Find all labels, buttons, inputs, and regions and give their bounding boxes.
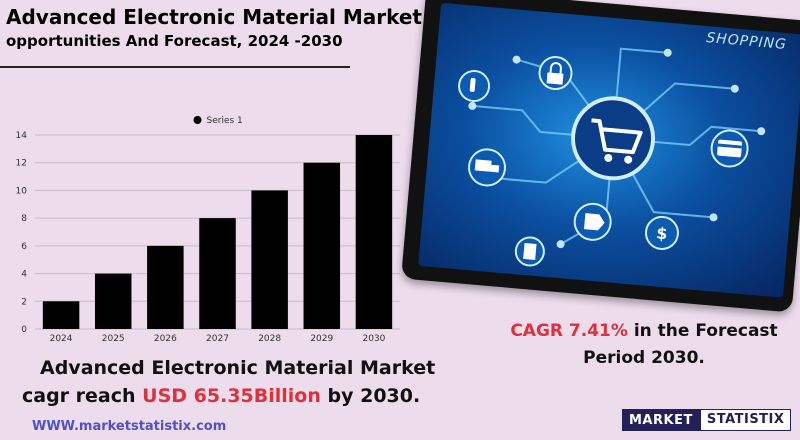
bar-chart: 0 2 4 6 8 10 12 14 2024 2025 2026 2027 2028 2029 2030 S…	[16, 116, 400, 344]
bar	[355, 135, 393, 329]
x-tick-label: 2027	[206, 334, 229, 344]
logo-part1: MARKET	[622, 409, 700, 431]
y-tick-label: 4	[21, 270, 27, 280]
calculator-icon	[514, 236, 545, 267]
dollar-icon: $	[644, 215, 679, 250]
circuit-graphic: $	[458, 47, 766, 267]
summary-prefix: cagr reach	[22, 385, 136, 407]
price-tag-icon	[573, 202, 612, 241]
tablet-screen: SHOPPING	[418, 2, 800, 298]
website-link[interactable]: WWW.marketstatistix.com	[32, 419, 227, 434]
bar	[42, 301, 80, 329]
credit-card-icon	[710, 129, 749, 168]
summary-line1: Advanced Electronic Material Market	[40, 357, 436, 379]
cart-icon	[571, 96, 656, 181]
summary-suffix: by 2030.	[327, 385, 421, 407]
x-tick-label: 2028	[258, 334, 281, 344]
cagr-suffix: in the Forecast	[633, 321, 778, 341]
y-tick-label: 10	[16, 186, 28, 196]
hand-pointer-icon	[458, 69, 491, 102]
tablet-illustration: SHOPPING	[401, 0, 800, 313]
bar	[251, 190, 288, 329]
y-tick-label: 8	[21, 214, 27, 224]
bar	[94, 273, 132, 329]
logo-part2: STATISTIX	[699, 409, 792, 431]
bar	[199, 218, 236, 329]
x-tick-label: 2025	[102, 334, 125, 344]
y-tick-label: 2	[21, 297, 27, 307]
x-tick-label: 2024	[50, 334, 73, 344]
y-tick-label: 12	[16, 159, 27, 169]
title-block: Advanced Electronic Material Market oppo…	[6, 4, 422, 52]
bar	[147, 245, 184, 329]
y-tick-label: 14	[16, 131, 28, 141]
x-tick-label: 2026	[154, 334, 177, 344]
title-divider	[0, 66, 350, 68]
brand-logo: MARKET STATISTIX	[622, 409, 792, 431]
y-tick-label: 6	[21, 242, 27, 252]
page-subtitle: opportunities And Forecast, 2024 -2030	[6, 32, 343, 50]
x-tick-label: 2030	[362, 334, 385, 344]
truck-icon	[468, 148, 507, 187]
legend-marker	[193, 116, 202, 124]
cagr-label: CAGR	[510, 321, 563, 341]
svg-text:$: $	[656, 223, 669, 243]
page-title: Advanced Electronic Material Market	[6, 5, 422, 29]
legend-label: Series 1	[207, 116, 243, 126]
cagr-statement: CAGR 7.41% in the Forecast Period 2030.	[488, 318, 800, 372]
bar	[303, 162, 341, 329]
cagr-value: 7.41%	[568, 321, 628, 341]
market-summary: Advanced Electronic Material Market cagr…	[22, 354, 442, 410]
x-tick-label: 2029	[310, 334, 333, 344]
cagr-period: Period 2030.	[583, 348, 705, 368]
y-tick-label: 0	[21, 325, 27, 335]
lock-icon	[538, 56, 573, 91]
summary-value: USD 65.35Billion	[142, 385, 321, 407]
